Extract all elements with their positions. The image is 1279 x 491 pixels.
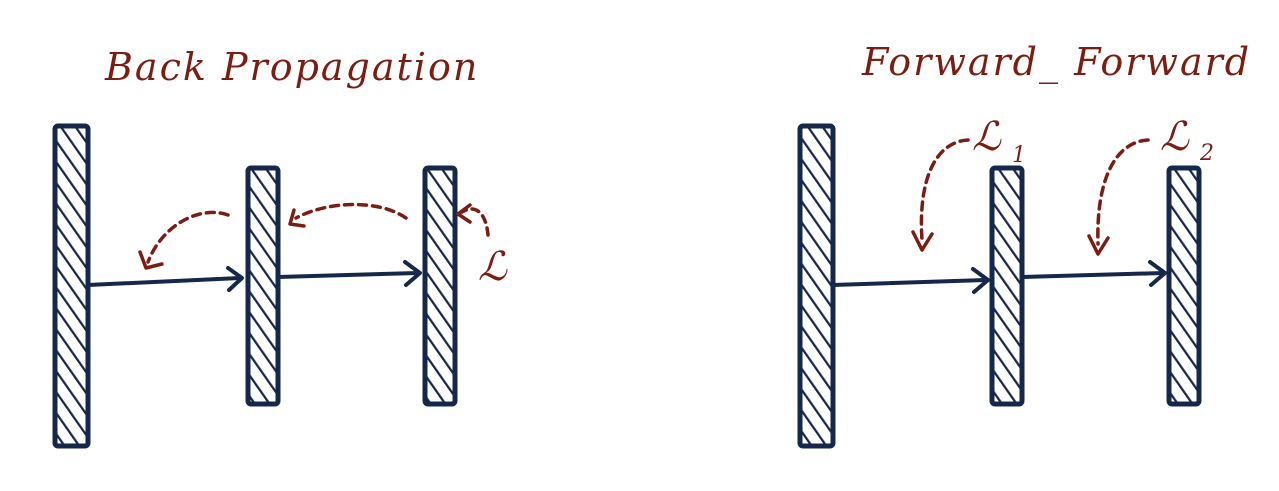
ff-layer-2 (989, 165, 1025, 407)
ff-loss-1-label: ℒ (972, 114, 1002, 160)
backprop-gradient-arrow-3 (456, 203, 490, 237)
backprop-title: Back Propagation (104, 45, 479, 89)
ff-loss-2-subscript: 2 (1199, 141, 1214, 166)
backprop-layer-3 (422, 165, 458, 407)
ff-local-loss-arrow-1 (911, 138, 970, 252)
ff-forward-arrow-2 (1020, 260, 1167, 287)
ff-panel: Forward_ Forward ℒ 1 ℒ 2 (797, 40, 1251, 449)
ff-layer-3 (1166, 165, 1202, 407)
backprop-panel: Back Propagation ℒ (52, 45, 508, 449)
backprop-forward-arrow-2 (276, 260, 422, 287)
backprop-layer-1 (52, 123, 91, 449)
backprop-gradient-arrow-2 (288, 202, 408, 228)
backprop-gradient-arrow-1 (138, 210, 230, 270)
ff-loss-1-subscript: 1 (1012, 143, 1026, 168)
backprop-loss-label: ℒ (478, 244, 508, 290)
ff-layer-1 (797, 123, 836, 449)
ff-local-loss-arrow-2 (1087, 138, 1150, 256)
ff-loss-2-label: ℒ (1160, 114, 1190, 160)
backprop-forward-arrow-1 (86, 266, 244, 292)
ff-title: Forward_ Forward (861, 40, 1251, 85)
ff-forward-arrow-1 (831, 267, 990, 294)
backprop-layer-2 (245, 165, 281, 407)
